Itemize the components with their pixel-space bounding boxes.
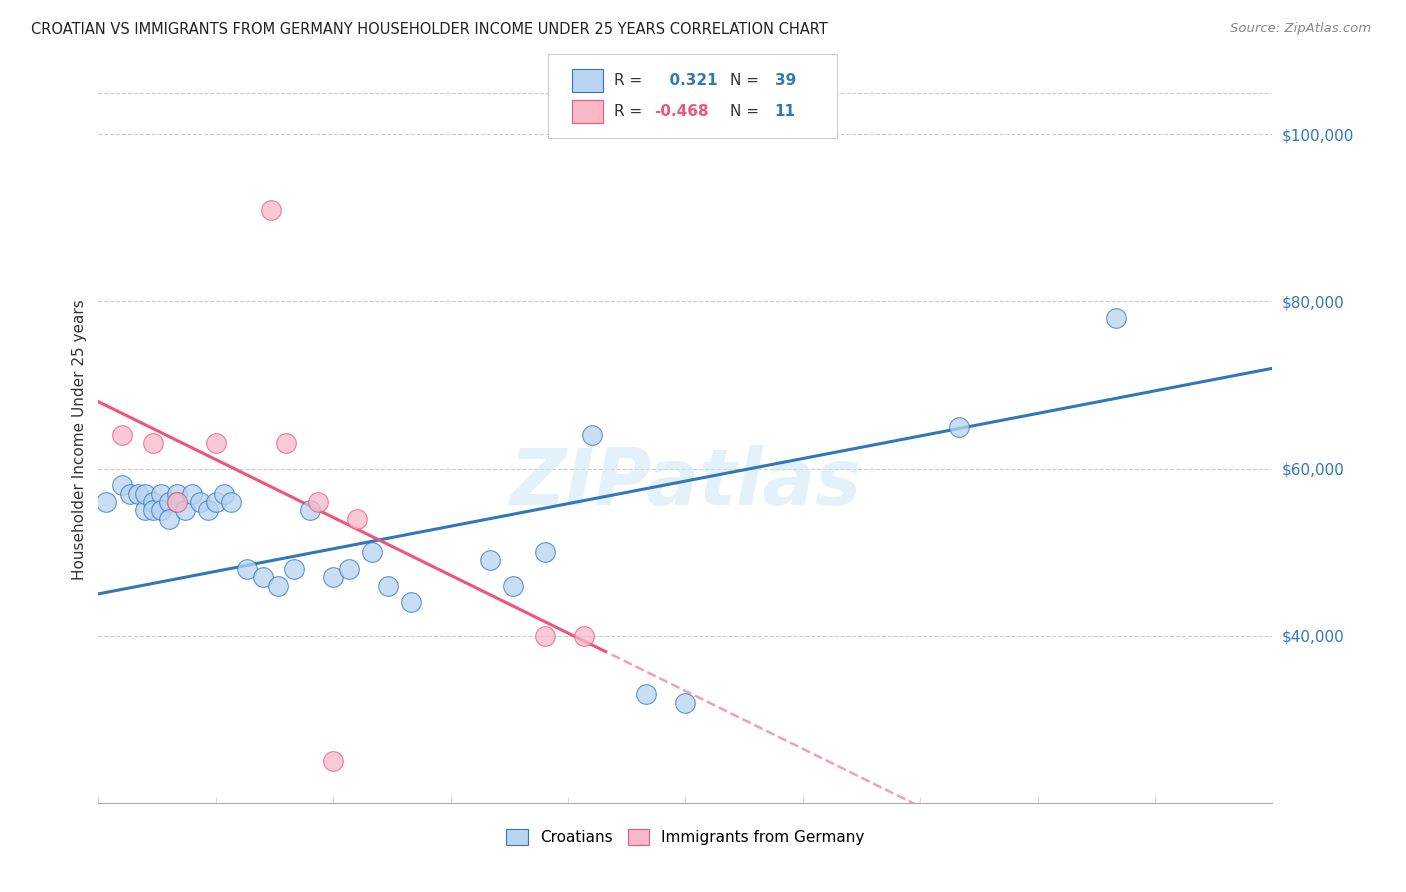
Point — [134, 486, 156, 500]
Point — [337, 562, 360, 576]
Point — [166, 495, 188, 509]
Point — [142, 436, 165, 450]
Point — [134, 503, 156, 517]
Point — [401, 595, 423, 609]
Point — [675, 696, 697, 710]
Point — [197, 503, 219, 517]
Point — [142, 503, 165, 517]
Point — [502, 578, 524, 592]
Point — [298, 503, 321, 517]
Point — [166, 495, 188, 509]
Point — [533, 629, 555, 643]
Point — [157, 495, 180, 509]
Point — [212, 486, 235, 500]
Point — [581, 428, 603, 442]
Point — [533, 545, 555, 559]
Text: N =: N = — [730, 73, 759, 87]
Point — [166, 486, 188, 500]
Point — [572, 629, 595, 643]
Point — [142, 495, 165, 509]
Text: 0.321: 0.321 — [659, 73, 718, 87]
Point — [118, 486, 141, 500]
Text: Source: ZipAtlas.com: Source: ZipAtlas.com — [1230, 22, 1371, 36]
Point — [322, 754, 344, 768]
Y-axis label: Householder Income Under 25 years: Householder Income Under 25 years — [72, 299, 87, 580]
Point — [205, 436, 228, 450]
Point — [276, 436, 298, 450]
Text: R =: R = — [614, 73, 643, 87]
Point — [150, 503, 173, 517]
Text: R =: R = — [614, 104, 643, 119]
Point — [221, 495, 243, 509]
Point — [173, 503, 195, 517]
Point — [283, 562, 305, 576]
Point — [150, 486, 173, 500]
Point — [188, 495, 211, 509]
Point — [96, 495, 118, 509]
Point — [111, 478, 134, 492]
Point — [267, 578, 290, 592]
Text: -0.468: -0.468 — [654, 104, 709, 119]
Text: CROATIAN VS IMMIGRANTS FROM GERMANY HOUSEHOLDER INCOME UNDER 25 YEARS CORRELATIO: CROATIAN VS IMMIGRANTS FROM GERMANY HOUS… — [31, 22, 828, 37]
Text: ZIPatlas: ZIPatlas — [509, 445, 862, 521]
Point — [1105, 311, 1128, 326]
Point — [127, 486, 149, 500]
Point — [377, 578, 399, 592]
Point — [948, 419, 970, 434]
Point — [259, 202, 281, 217]
Legend: Croatians, Immigrants from Germany: Croatians, Immigrants from Germany — [502, 824, 869, 850]
Point — [307, 495, 329, 509]
Point — [205, 495, 228, 509]
Text: 11: 11 — [775, 104, 796, 119]
Point — [346, 511, 368, 525]
Point — [478, 553, 501, 567]
Point — [181, 486, 204, 500]
Text: 39: 39 — [775, 73, 796, 87]
Point — [361, 545, 384, 559]
Point — [236, 562, 259, 576]
Point — [322, 570, 344, 584]
Point — [252, 570, 274, 584]
Point — [636, 687, 658, 701]
Point — [157, 511, 180, 525]
Text: N =: N = — [730, 104, 759, 119]
Point — [111, 428, 134, 442]
